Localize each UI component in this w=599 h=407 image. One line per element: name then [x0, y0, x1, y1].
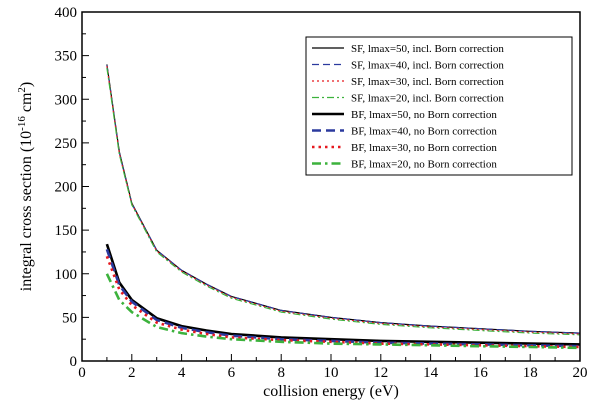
y-tick-label: 400: [55, 5, 78, 21]
legend-label-4: SF, lmax=20, incl. Born correction: [351, 93, 504, 105]
series-line-3: [106, 66, 581, 335]
series-line-4: [106, 67, 581, 336]
series-line-5: [105, 243, 581, 346]
legend-label-2: SF, lmax=40, incl. Born correction: [351, 60, 504, 72]
x-tick-label: 10: [324, 365, 339, 381]
x-tick-label: 16: [473, 365, 489, 381]
y-axis-label: integral cross section (10-16 cm2): [16, 82, 35, 291]
series-line-2: [106, 65, 581, 334]
x-tick-label: 12: [373, 365, 388, 381]
y-axis-label-exponent-1: -16: [16, 116, 28, 131]
y-tick-label: 250: [55, 136, 78, 152]
y-axis: 0 50 100 150 200 250 300 350 400: [55, 5, 89, 370]
x-tick-label: 6: [228, 365, 236, 381]
x-tick-label: 14: [423, 365, 439, 381]
y-tick-label: 100: [55, 267, 78, 283]
y-axis-label-exponent-2: 2: [16, 87, 28, 93]
series-line-8: [105, 273, 581, 350]
y-tick-label: 50: [62, 310, 77, 326]
plot-lines: [105, 64, 581, 350]
legend-label-7: BF, lmax=30, no Born correction: [351, 142, 497, 154]
series-line-7: [105, 255, 581, 349]
x-tick-label: 0: [78, 365, 86, 381]
y-tick-label: 300: [55, 92, 78, 108]
x-axis: 0 2 4 6 8 10 12 14 16 18 20: [78, 354, 588, 381]
x-axis-label: collision energy (eV): [263, 383, 399, 400]
y-tick-label: 350: [55, 49, 78, 65]
x-tick-label: 8: [277, 365, 285, 381]
legend: SF, lmax=50, incl. Born correction SF, lm…: [305, 36, 573, 176]
legend-label-5: BF, lmax=50, no Born correction: [351, 109, 497, 121]
legend-label-1: SF, lmax=50, incl. Born correction: [351, 43, 504, 55]
x-tick-label: 20: [573, 365, 588, 381]
y-axis-label-unit: cm: [18, 92, 35, 116]
legend-label-8: BF, lmax=20, no Born correction: [351, 159, 497, 171]
y-tick-label: 200: [55, 180, 78, 196]
y-axis-label-suffix: ): [18, 82, 35, 87]
x-tick-label: 4: [178, 365, 186, 381]
legend-box: [305, 36, 573, 176]
x-tick-label: 2: [128, 365, 136, 381]
y-axis-label-prefix: integral cross section (10: [18, 131, 35, 291]
x-tick-label: 18: [523, 365, 538, 381]
legend-label-6: BF, lmax=40, no Born correction: [351, 126, 497, 138]
legend-label-3: SF, lmax=30, incl. Born correction: [351, 76, 504, 88]
series-line-6: [105, 248, 581, 348]
y-tick-label: 0: [70, 354, 78, 370]
y-tick-label: 150: [55, 223, 78, 239]
